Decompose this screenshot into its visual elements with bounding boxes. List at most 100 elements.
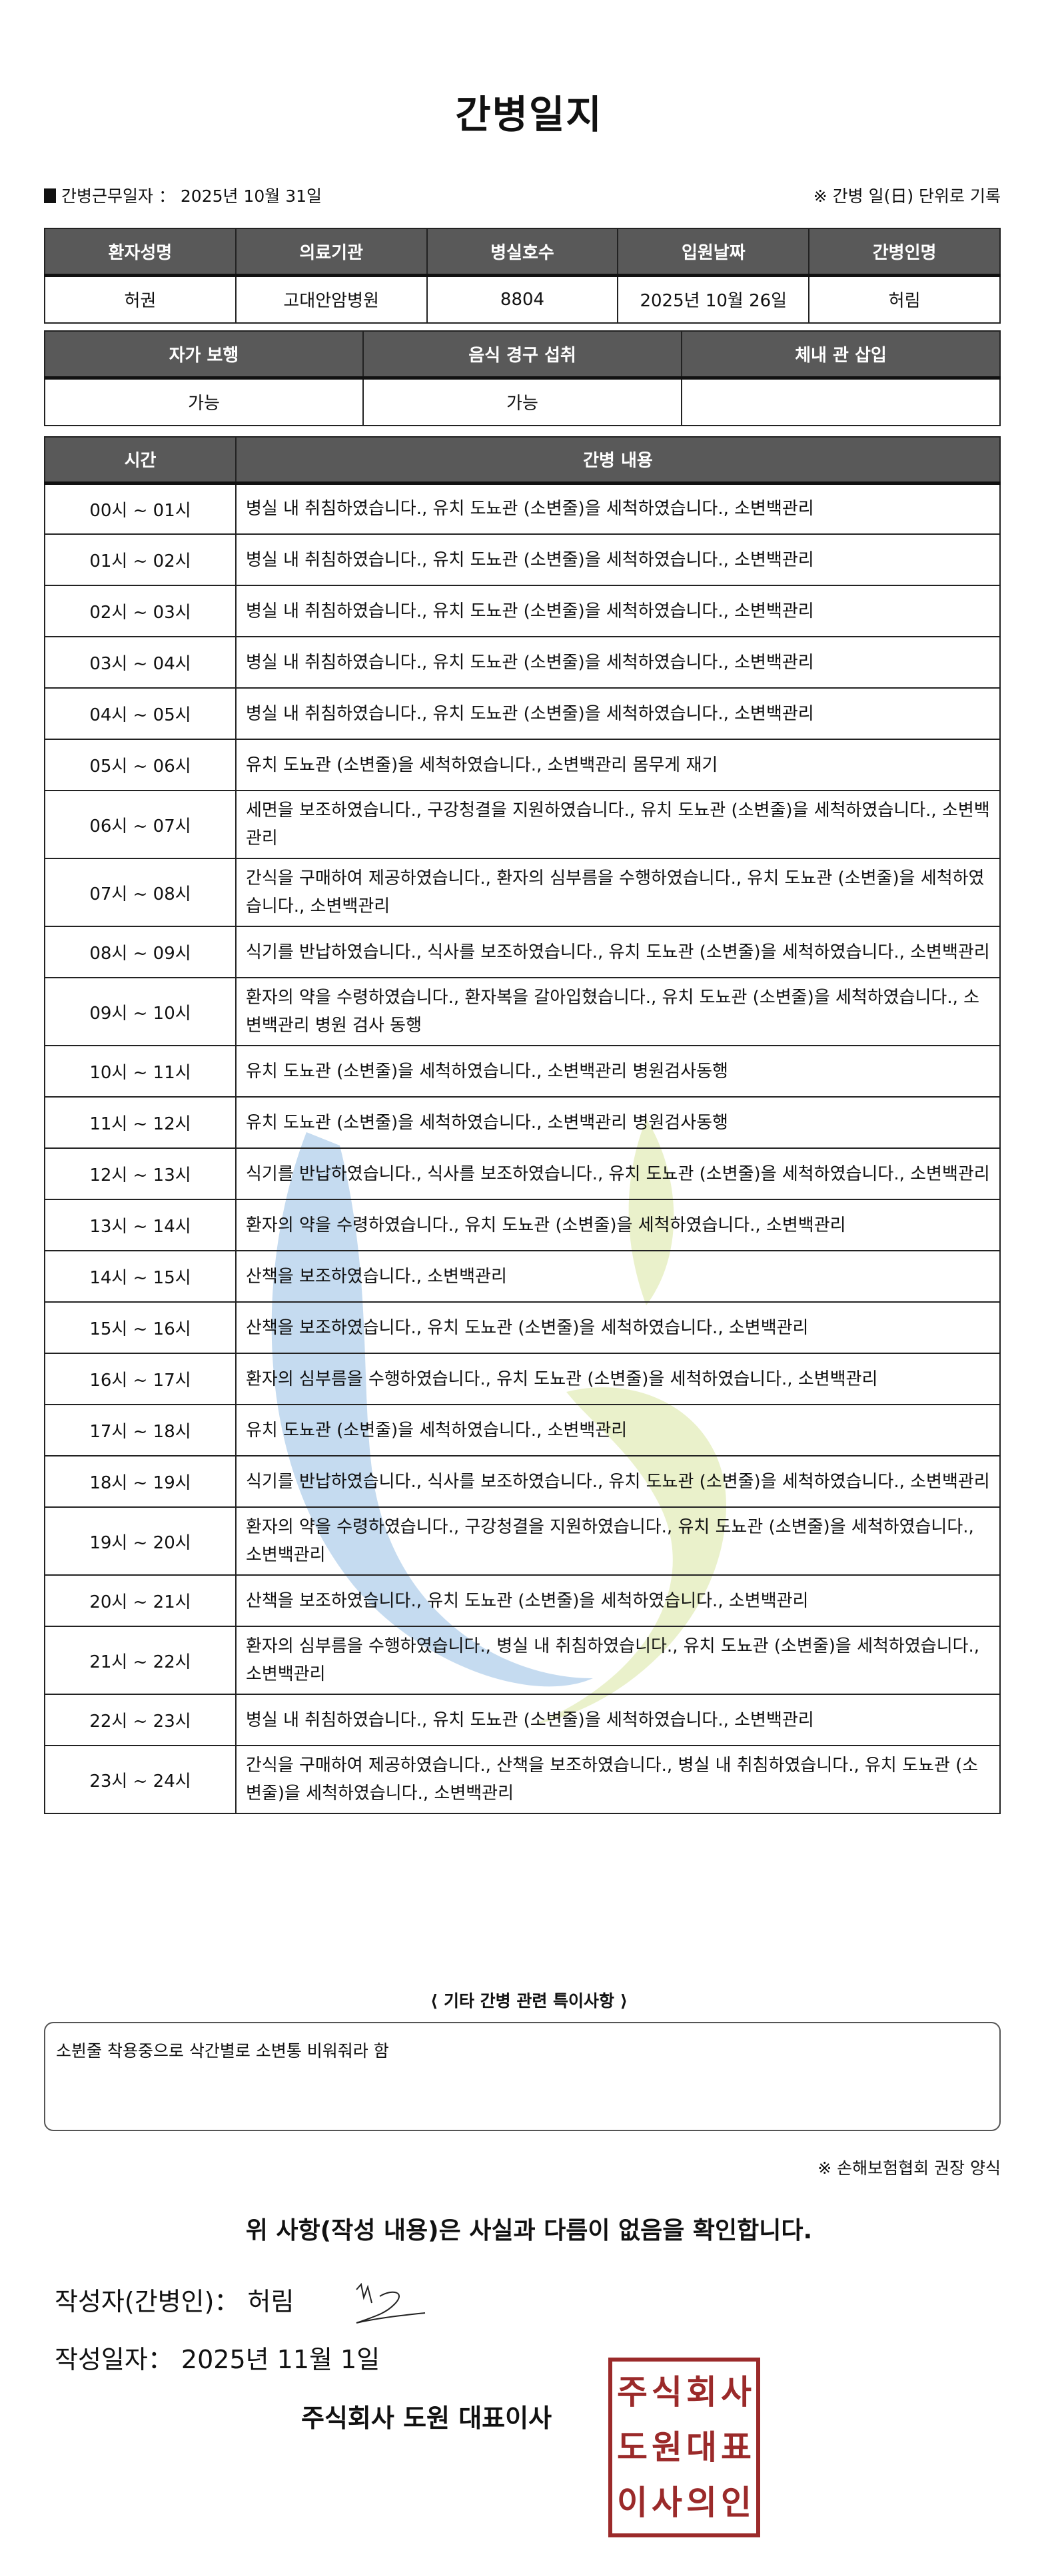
table-row: 14시 ~ 15시 산책을 보조하였습니다., 소변백관리 bbox=[44, 1250, 1001, 1303]
table-row: 00시 ~ 01시 병실 내 취침하였습니다., 유치 도뇨관 (소변줄)을 세척… bbox=[44, 482, 1001, 535]
table-row: 01시 ~ 02시 병실 내 취침하였습니다., 유치 도뇨관 (소변줄)을 세척… bbox=[44, 533, 1001, 586]
stamp-char: 대 bbox=[686, 2427, 717, 2467]
admission-date: 2025년 10월 26일 bbox=[617, 274, 810, 324]
time-slot: 16시 ~ 17시 bbox=[44, 1353, 237, 1405]
time-slot: 23시 ~ 24시 bbox=[44, 1745, 237, 1814]
time-slot: 12시 ~ 13시 bbox=[44, 1147, 237, 1200]
stamp-char: 사 bbox=[721, 2372, 752, 2412]
care-content: 병실 내 취침하였습니다., 유치 도뇨관 (소변줄)을 세척하였습니다., 소… bbox=[235, 636, 1001, 689]
table-row: 07시 ~ 08시 간식을 구매하여 제공하였습니다., 환자의 심부름을 수행하… bbox=[44, 858, 1001, 927]
table-row: 23시 ~ 24시 간식을 구매하여 제공하였습니다., 산책을 보조하였습니다.… bbox=[44, 1745, 1001, 1814]
time-slot: 15시 ~ 16시 bbox=[44, 1301, 237, 1354]
table-row: 20시 ~ 21시 산책을 보조하였습니다., 유치 도뇨관 (소변줄)을 세척하… bbox=[44, 1574, 1001, 1627]
time-slot: 07시 ~ 08시 bbox=[44, 858, 237, 927]
care-content: 식기를 반납하였습니다., 식사를 보조하였습니다., 유치 도뇨관 (소변줄)… bbox=[235, 1147, 1001, 1200]
time-slot: 18시 ~ 19시 bbox=[44, 1455, 237, 1508]
memo-label: ⟨ 기타 간병 관련 특이사항 ⟩ bbox=[430, 1991, 628, 2011]
header-time: 시간 bbox=[44, 436, 237, 485]
table-row: 15시 ~ 16시 산책을 보조하였습니다., 유치 도뇨관 (소변줄)을 세척하… bbox=[44, 1301, 1001, 1354]
confirmation-statement: 위 사항(작성 내용)은 사실과 다름이 없음을 확인합니다. bbox=[245, 2217, 813, 2244]
table-row: 22시 ~ 23시 병실 내 취침하였습니다., 유치 도뇨관 (소변줄)을 세척… bbox=[44, 1694, 1001, 1746]
writer: 작성자(간병인)： 허림 bbox=[55, 2287, 294, 2316]
signature bbox=[356, 2283, 426, 2324]
care-content: 산책을 보조하였습니다., 소변백관리 bbox=[235, 1250, 1001, 1303]
care-content: 유치 도뇨관 (소변줄)을 세척하였습니다., 소변백관리 bbox=[235, 1404, 1001, 1456]
table-row: 13시 ~ 14시 환자의 약을 수령하였습니다., 유치 도뇨관 (소변줄)을 … bbox=[44, 1199, 1001, 1251]
time-slot: 10시 ~ 11시 bbox=[44, 1045, 237, 1098]
stamp-char: 원 bbox=[652, 2427, 682, 2467]
table-row: 08시 ~ 09시 식기를 반납하였습니다., 식사를 보조하였습니다., 유치 … bbox=[44, 926, 1001, 978]
time-slot: 01시 ~ 02시 bbox=[44, 533, 237, 586]
room-number: 8804 bbox=[426, 274, 619, 324]
header-room: 병실호수 bbox=[426, 228, 619, 277]
care-content: 세면을 보조하였습니다., 구강청결을 지원하였습니다., 유치 도뇨관 (소변… bbox=[235, 790, 1001, 859]
table-row: 02시 ~ 03시 병실 내 취침하였습니다., 유치 도뇨관 (소변줄)을 세척… bbox=[44, 585, 1001, 637]
time-slot: 21시 ~ 22시 bbox=[44, 1626, 237, 1695]
care-content: 환자의 심부름을 수행하였습니다., 유치 도뇨관 (소변줄)을 세척하였습니다… bbox=[235, 1353, 1001, 1405]
daily-note: ※ 간병 일(日) 단위로 기록 bbox=[813, 186, 1001, 206]
info-line: 간병근무일자 ： 2025년 10월 31일 ※ 간병 일(日) 단위로 기록 bbox=[44, 183, 1001, 207]
header-patient-name: 환자성명 bbox=[44, 228, 237, 277]
table-row: 03시 ~ 04시 병실 내 취침하였습니다., 유치 도뇨관 (소변줄)을 세척… bbox=[44, 636, 1001, 689]
time-slot: 06시 ~ 07시 bbox=[44, 790, 237, 859]
stamp-char: 표 bbox=[721, 2427, 752, 2467]
time-slot: 02시 ~ 03시 bbox=[44, 585, 237, 637]
page-title: 간병일지 bbox=[455, 92, 603, 137]
oral-intake-status: 가능 bbox=[362, 377, 682, 426]
time-slot: 20시 ~ 21시 bbox=[44, 1574, 237, 1627]
time-slot: 22시 ~ 23시 bbox=[44, 1694, 237, 1746]
hospital: 고대안암병원 bbox=[235, 274, 428, 324]
table-row: 17시 ~ 18시 유치 도뇨관 (소변줄)을 세척하였습니다., 소변백관리 bbox=[44, 1404, 1001, 1456]
time-slot: 09시 ~ 10시 bbox=[44, 977, 237, 1046]
time-slot: 04시 ~ 05시 bbox=[44, 687, 237, 740]
caregiver-name: 허림 bbox=[808, 274, 1001, 324]
care-content: 유치 도뇨관 (소변줄)을 세척하였습니다., 소변백관리 몸무게 재기 bbox=[235, 739, 1001, 791]
header-walking: 자가 보행 bbox=[44, 330, 364, 380]
care-content: 간식을 구매하여 제공하였습니다., 산책을 보조하였습니다., 병실 내 취침… bbox=[235, 1745, 1001, 1814]
company-representative: 주식회사 도원 대표이사 bbox=[301, 2404, 552, 2433]
square-bullet-icon bbox=[44, 188, 56, 203]
time-slot: 05시 ~ 06시 bbox=[44, 739, 237, 791]
care-content: 환자의 심부름을 수행하였습니다., 병실 내 취침하였습니다., 유치 도뇨관… bbox=[235, 1626, 1001, 1695]
stamp-char: 의 bbox=[686, 2483, 717, 2523]
tube-insertion-status bbox=[681, 377, 1001, 426]
write-date: 작성일자： 2025년 11월 1일 bbox=[55, 2345, 380, 2374]
care-content: 산책을 보조하였습니다., 유치 도뇨관 (소변줄)을 세척하였습니다., 소변… bbox=[235, 1301, 1001, 1354]
time-slot: 13시 ~ 14시 bbox=[44, 1199, 237, 1251]
table-row: 06시 ~ 07시 세면을 보조하였습니다., 구강청결을 지원하였습니다., 유… bbox=[44, 790, 1001, 859]
table-row: 05시 ~ 06시 유치 도뇨관 (소변줄)을 세척하였습니다., 소변백관리 몸… bbox=[44, 739, 1001, 791]
care-content: 병실 내 취침하였습니다., 유치 도뇨관 (소변줄)을 세척하였습니다., 소… bbox=[235, 533, 1001, 586]
header-caregiver: 간병인명 bbox=[808, 228, 1001, 277]
care-content: 환자의 약을 수령하였습니다., 구강청결을 지원하였습니다., 유치 도뇨관 … bbox=[235, 1506, 1001, 1576]
time-slot: 03시 ~ 04시 bbox=[44, 636, 237, 689]
stamp-char: 사 bbox=[652, 2483, 682, 2523]
patient-name: 허권 bbox=[44, 274, 237, 324]
stamp-char: 도 bbox=[617, 2427, 648, 2467]
memo-box: 소뷘줄 착용중으로 삭간별로 소변통 비워줘라 함 bbox=[44, 2022, 1001, 2131]
care-content: 유치 도뇨관 (소변줄)을 세척하였습니다., 소변백관리 병원검사동행 bbox=[235, 1096, 1001, 1149]
table-row: 09시 ~ 10시 환자의 약을 수령하였습니다., 환자복을 갈아입혔습니다.,… bbox=[44, 977, 1001, 1046]
time-slot: 14시 ~ 15시 bbox=[44, 1250, 237, 1303]
form-note: ※ 손해보험협회 권장 양식 bbox=[817, 2158, 1001, 2178]
stamp-char: 식 bbox=[652, 2372, 682, 2412]
table-row: 10시 ~ 11시 유치 도뇨관 (소변줄)을 세척하였습니다., 소변백관리 병… bbox=[44, 1045, 1001, 1098]
table-row: 18시 ~ 19시 식기를 반납하였습니다., 식사를 보조하였습니다., 유치 … bbox=[44, 1455, 1001, 1508]
header-admission-date: 입원날짜 bbox=[617, 228, 810, 277]
walking-status: 가능 bbox=[44, 377, 364, 426]
care-content: 병실 내 취침하였습니다., 유치 도뇨관 (소변줄)을 세척하였습니다., 소… bbox=[235, 585, 1001, 637]
care-content: 병실 내 취침하였습니다., 유치 도뇨관 (소변줄)을 세척하였습니다., 소… bbox=[235, 482, 1001, 535]
care-log-table: 시간 간병 내용 00시 ~ 01시 병실 내 취침하였습니다., 유치 도뇨관 … bbox=[44, 436, 1001, 1814]
care-content: 병실 내 취침하였습니다., 유치 도뇨관 (소변줄)을 세척하였습니다., 소… bbox=[235, 1694, 1001, 1746]
time-slot: 08시 ~ 09시 bbox=[44, 926, 237, 978]
header-care-content: 간병 내용 bbox=[235, 436, 1001, 485]
table-row: 11시 ~ 12시 유치 도뇨관 (소변줄)을 세척하였습니다., 소변백관리 병… bbox=[44, 1096, 1001, 1149]
header-hospital: 의료기관 bbox=[235, 228, 428, 277]
care-content: 환자의 약을 수령하였습니다., 유치 도뇨관 (소변줄)을 세척하였습니다.,… bbox=[235, 1199, 1001, 1251]
work-date: 간병근무일자 ： 2025년 10월 31일 bbox=[61, 186, 322, 206]
table-row: 04시 ~ 05시 병실 내 취침하였습니다., 유치 도뇨관 (소변줄)을 세척… bbox=[44, 687, 1001, 740]
patient-table: 환자성명 의료기관 병실호수 입원날짜 간병인명 허권 고대안암병원 8804 … bbox=[44, 228, 1001, 324]
header-oral-intake: 음식 경구 섭취 bbox=[362, 330, 682, 380]
time-slot: 19시 ~ 20시 bbox=[44, 1506, 237, 1576]
care-content: 산책을 보조하였습니다., 유치 도뇨관 (소변줄)을 세척하였습니다., 소변… bbox=[235, 1574, 1001, 1627]
header-tube-insertion: 체내 관 삽입 bbox=[681, 330, 1001, 380]
